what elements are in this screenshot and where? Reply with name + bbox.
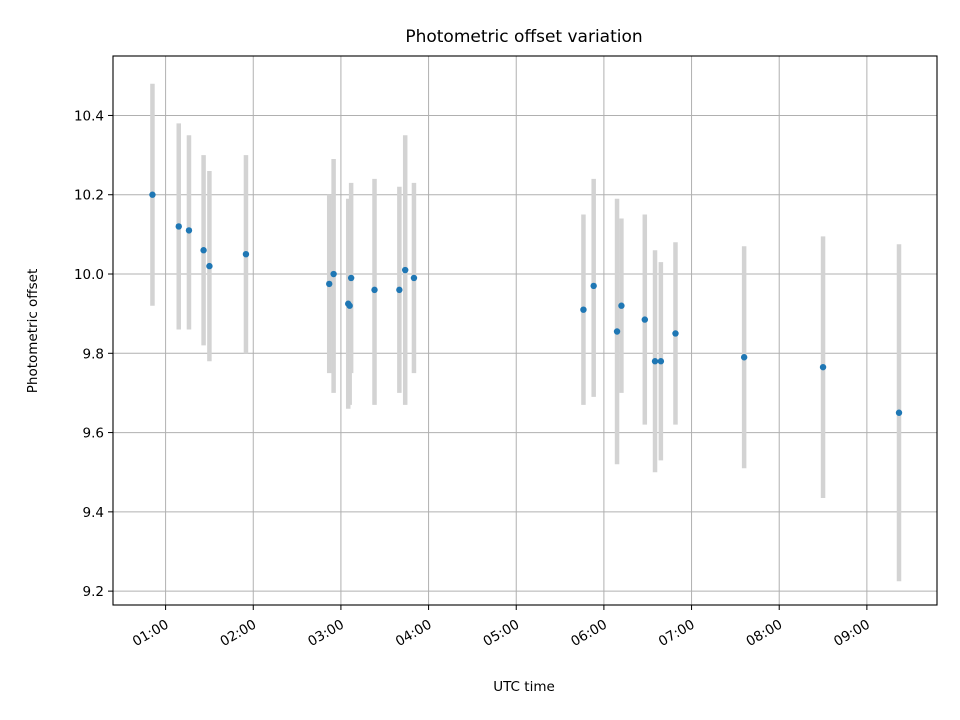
- data-point: [346, 302, 353, 309]
- y-tick-label: 10.0: [74, 267, 104, 283]
- y-tick-label: 9.2: [83, 584, 104, 600]
- x-tick-label: 06:00: [568, 617, 610, 650]
- x-axis-label: UTC time: [493, 679, 555, 695]
- y-tick-label: 10.2: [74, 188, 104, 204]
- data-point: [371, 286, 378, 294]
- data-point: [410, 274, 418, 282]
- y-axis-label: Photometric offset: [25, 269, 41, 393]
- data-point: [672, 330, 679, 337]
- data-point: [651, 358, 659, 365]
- error-bars: [150, 83, 902, 582]
- data-point: [401, 266, 409, 274]
- data-point: [242, 250, 250, 258]
- y-tick-label: 9.8: [83, 346, 104, 362]
- y-tick-label: 10.4: [74, 108, 104, 124]
- data-point: [641, 316, 649, 323]
- plot-frame: [112, 55, 938, 606]
- chart-title: Photometric offset variation: [405, 27, 642, 47]
- y-tick-label: 9.6: [83, 426, 104, 442]
- data-point: [175, 223, 182, 230]
- data-point: [200, 247, 207, 254]
- data-point: [206, 262, 213, 270]
- data-point: [396, 286, 403, 294]
- data-point: [895, 409, 903, 416]
- data-point: [185, 227, 193, 234]
- data-point: [590, 282, 597, 290]
- x-tick-label: 09:00: [831, 617, 873, 650]
- x-tick-label: 01:00: [130, 617, 172, 650]
- x-tick-label: 07:00: [656, 617, 698, 650]
- x-axis-ticks: 01:00 02:00 03:00 04:00 05:00 06:00 07:00 08:00…: [130, 605, 873, 650]
- x-tick-label: 03:00: [305, 617, 347, 650]
- data-point: [618, 302, 625, 309]
- data-point: [740, 354, 748, 361]
- x-tick-label: 04:00: [393, 617, 435, 650]
- y-tick-label: 9.4: [83, 505, 104, 521]
- data-point: [657, 358, 665, 365]
- data-points: [149, 191, 903, 416]
- x-tick-label: 05:00: [481, 617, 523, 650]
- x-tick-label: 02:00: [218, 617, 260, 650]
- data-point: [819, 363, 827, 371]
- data-point: [347, 274, 355, 282]
- data-point: [613, 328, 621, 335]
- grid-lines: [113, 56, 937, 605]
- data-point: [326, 280, 333, 288]
- data-point: [330, 270, 337, 278]
- data-point: [580, 306, 587, 313]
- y-axis-ticks: 9.2 9.4 9.6 9.8 10.0 10.2 10.4: [74, 108, 113, 600]
- x-tick-label: 08:00: [744, 617, 786, 650]
- data-point: [149, 191, 156, 198]
